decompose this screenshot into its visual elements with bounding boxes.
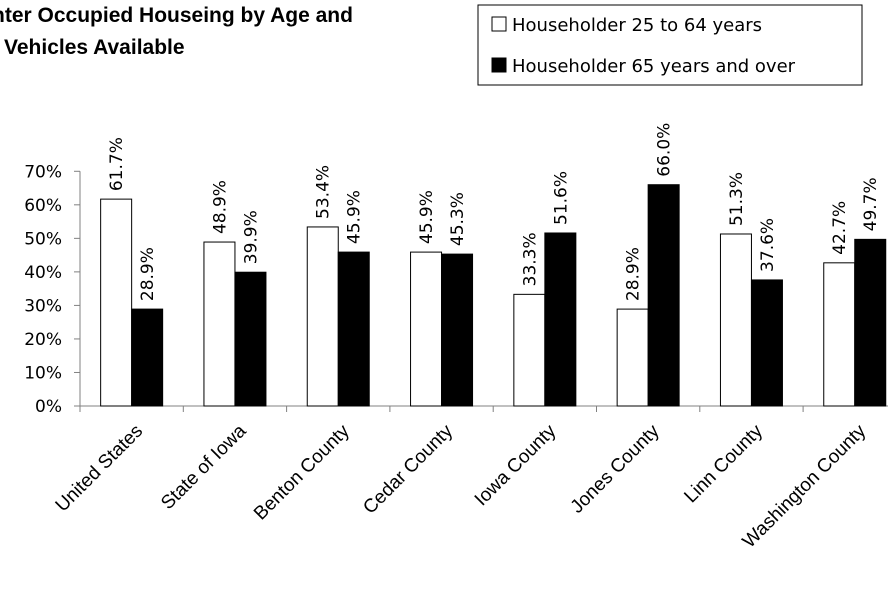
x-axis <box>79 405 888 412</box>
data-label-series-1: 42.7% <box>830 201 850 255</box>
data-label-series-2: 66.0% <box>655 123 675 177</box>
category-label: Benton County <box>250 420 354 524</box>
category-label: Iowa County <box>471 420 561 510</box>
bar-series-1 <box>719 233 752 407</box>
legend-swatch-series-2 <box>491 57 507 73</box>
data-label-series-2: 45.3% <box>448 192 468 246</box>
legend-box <box>477 4 863 86</box>
y-tick-label: 0% <box>35 397 62 417</box>
data-label-series-2: 45.9% <box>345 190 365 244</box>
bars <box>100 184 887 407</box>
y-tick-label: 40% <box>24 263 62 283</box>
data-label-series-2: 37.6% <box>758 218 778 272</box>
bar-series-1 <box>306 226 339 407</box>
legend: Householder 25 to 64 years Householder 6… <box>477 4 863 86</box>
data-label-series-2: 51.6% <box>551 171 571 225</box>
bar-series-2 <box>131 308 164 407</box>
data-label-series-1: 53.4% <box>314 165 334 219</box>
chart-title: nter Occupied Houseing by Age and Vehicl… <box>0 4 353 59</box>
legend-swatch-series-1 <box>491 16 507 32</box>
bar-series-2 <box>854 238 887 407</box>
bar-series-1 <box>823 262 856 407</box>
bar-series-2 <box>750 279 783 407</box>
data-label-series-1: 33.3% <box>520 232 540 286</box>
bar-series-1 <box>100 198 133 407</box>
legend-label-series-1: Householder 25 to 64 years <box>512 15 762 36</box>
data-label-series-2: 49.7% <box>861 177 881 231</box>
category-label: Linn County <box>680 420 767 507</box>
data-label-series-1: 51.3% <box>727 172 747 226</box>
y-tick-label: 20% <box>24 330 62 350</box>
category-label: Cedar County <box>359 420 457 518</box>
bar-series-2 <box>234 271 267 407</box>
bar-series-2 <box>544 232 577 407</box>
bar-series-1 <box>203 241 236 407</box>
y-tick-label: 30% <box>24 296 62 316</box>
y-tick-label: 10% <box>24 363 62 383</box>
data-labels: 61.7% 28.9% 48.9% 39.9% 53.4% 45.9% 45.9% 45.3%… <box>107 123 881 301</box>
y-tick-label: 60% <box>24 196 62 216</box>
data-label-series-2: 28.9% <box>138 247 158 301</box>
y-tick-label: 50% <box>24 229 62 249</box>
bar-series-1 <box>410 251 443 407</box>
chart-title-line-2: Vehicles Available <box>4 36 185 59</box>
bar-series-2 <box>647 184 680 407</box>
bar-series-1 <box>616 308 649 407</box>
data-label-series-1: 48.9% <box>210 180 230 234</box>
y-axis: 0% 10% 20% 30% 40% 50% 60% 70% <box>24 162 81 417</box>
data-label-series-1: 28.9% <box>624 247 644 301</box>
category-label: State of Iowa <box>157 420 251 514</box>
data-label-series-1: 45.9% <box>417 190 437 244</box>
category-label: United States <box>52 421 148 517</box>
bar-series-1 <box>513 293 546 407</box>
y-tick-label: 70% <box>24 162 62 182</box>
legend-label-series-2: Householder 65 years and over <box>512 56 796 77</box>
chart-title-line-1: nter Occupied Houseing by Age and <box>0 4 353 27</box>
data-label-series-1: 61.7% <box>107 137 127 191</box>
category-label: Jones County <box>567 420 664 517</box>
bar-series-2 <box>337 251 370 407</box>
bar-series-2 <box>441 253 474 407</box>
category-labels: United States State of Iowa Benton County C… <box>52 420 871 552</box>
data-label-series-2: 39.9% <box>241 210 261 264</box>
